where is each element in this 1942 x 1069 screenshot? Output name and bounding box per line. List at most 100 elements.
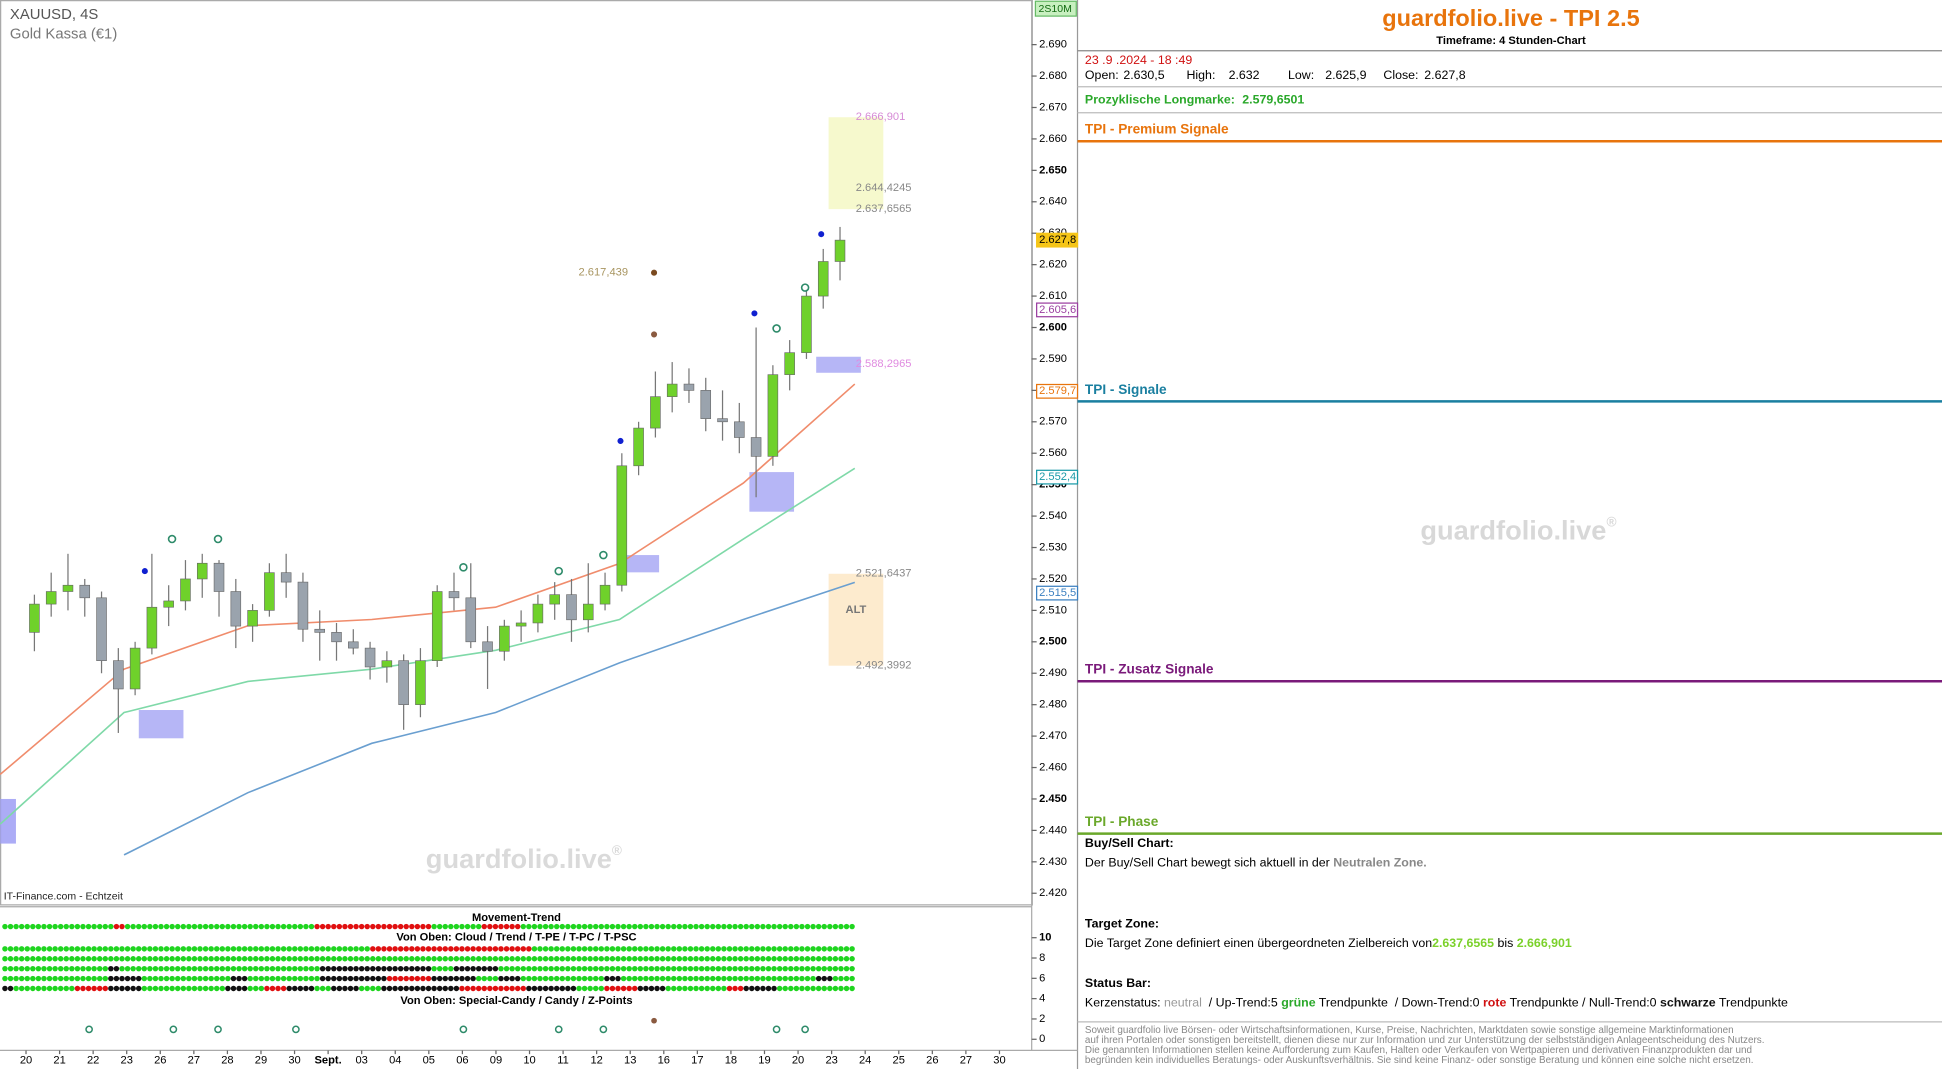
trend-dot (169, 956, 175, 962)
trend-dot (208, 923, 214, 930)
zone (749, 472, 795, 512)
signal (800, 283, 810, 292)
trend-dot (726, 923, 733, 930)
trend-dot (821, 956, 827, 962)
trend-dot (659, 923, 666, 930)
candle-body (700, 390, 712, 419)
signal (617, 437, 624, 445)
status-part: Trendpunkte / Down-Trend:0 (1316, 996, 1483, 1010)
x-tick-label: 23 (121, 1054, 133, 1066)
trend-dot (827, 956, 833, 962)
trend-dot (520, 965, 526, 972)
candle-body (566, 594, 577, 621)
trend-dot (342, 946, 348, 952)
candle-body (448, 591, 460, 599)
trend-dot (35, 965, 42, 972)
trend-dot (347, 985, 354, 992)
trend-dot (765, 985, 772, 992)
trend-dot (364, 965, 370, 972)
y-tick-label: 2.490 (1039, 667, 1067, 679)
x-tick-label: 18 (725, 1054, 737, 1066)
x-tick-label: 10 (523, 1054, 535, 1066)
trend-dot (448, 965, 454, 972)
trend-dot (269, 956, 276, 962)
trend-dot (197, 956, 203, 962)
trend-dot (503, 923, 510, 930)
trend-dot (325, 975, 331, 982)
trend-dot (225, 956, 231, 962)
trend-dot (464, 975, 471, 982)
trend-dot (581, 985, 588, 992)
trend-dot (85, 965, 92, 972)
band-line (123, 581, 856, 856)
interval-badge (1034, 0, 1077, 17)
trend-dot (436, 956, 443, 962)
trend-dot (531, 923, 538, 930)
trend-dot (665, 975, 671, 982)
trend-dot (13, 985, 19, 992)
trend-dot (52, 975, 58, 982)
trend-dot (158, 946, 164, 952)
candle-body (599, 584, 611, 605)
ohlc-label: High: (1187, 68, 1216, 82)
trend-dot (347, 975, 354, 982)
target-to: 2.666,901 (1517, 936, 1572, 950)
z-point (772, 1025, 781, 1034)
trend-dot (96, 965, 103, 972)
trend-dot (2, 923, 8, 930)
y-tick-label: 2.650 (1039, 164, 1067, 176)
trend-dot (475, 985, 482, 992)
trend-dot (292, 946, 298, 952)
trend-dot (2, 956, 8, 962)
trend-dot (342, 923, 348, 930)
trend-dot (247, 946, 253, 952)
trend-dot (659, 985, 666, 992)
trend-dot (721, 923, 727, 930)
trend-dot (297, 923, 304, 930)
trend-dot (319, 923, 326, 930)
trend-dot (498, 975, 504, 982)
trend-dot (130, 946, 136, 952)
trend-dot (620, 965, 627, 972)
candle-body (666, 383, 678, 397)
trend-dot (754, 946, 761, 952)
x-tick-label: 27 (960, 1054, 972, 1066)
trend-dot (96, 975, 103, 982)
trend-dot (241, 965, 248, 972)
trend-dot (219, 985, 226, 992)
status-part: Trendpunkte / Null-Trend:0 (1506, 996, 1660, 1010)
trend-dot (208, 956, 214, 962)
trend-dot (353, 985, 359, 992)
trend-dot (292, 965, 298, 972)
zone (828, 117, 884, 210)
trend-dot (74, 975, 81, 982)
trend-dot (654, 975, 660, 982)
trend-dot (821, 946, 827, 952)
indicator-title: Von Oben: Special-Candy / Candy / Z-Poin… (400, 995, 632, 1007)
trend-dot (598, 923, 605, 930)
trend-dot (637, 923, 644, 930)
trend-dot (303, 946, 309, 952)
trend-dot (821, 985, 827, 992)
ohlc-label: Open: (1085, 68, 1119, 82)
trend-dot (386, 946, 393, 952)
indicator-tick-label: 4 (1039, 993, 1045, 1005)
trend-dot (236, 975, 242, 982)
trend-dot (671, 946, 677, 952)
trend-dot (403, 923, 409, 930)
trend-dot (331, 923, 337, 930)
trend-dot (30, 975, 36, 982)
y-tick-label: 2.500 (1039, 636, 1067, 648)
trend-dot (414, 923, 421, 930)
trend-dot (13, 975, 19, 982)
trend-dot (838, 985, 844, 992)
trend-dot (414, 946, 421, 952)
indicator-tick-label: 10 (1039, 932, 1051, 944)
trend-dot (503, 985, 510, 992)
trend-dot (593, 956, 599, 962)
disclaimer-line: auf ihren Portalen oder sonstigen bereit… (1085, 1035, 1765, 1046)
trend-dot (637, 946, 644, 952)
trend-dot (135, 956, 142, 962)
trend-dot (771, 985, 777, 992)
trend-dot (793, 923, 800, 930)
